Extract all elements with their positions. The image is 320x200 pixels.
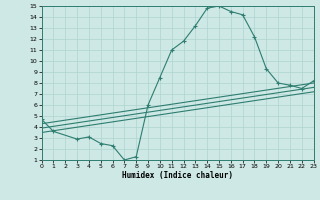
X-axis label: Humidex (Indice chaleur): Humidex (Indice chaleur): [122, 171, 233, 180]
